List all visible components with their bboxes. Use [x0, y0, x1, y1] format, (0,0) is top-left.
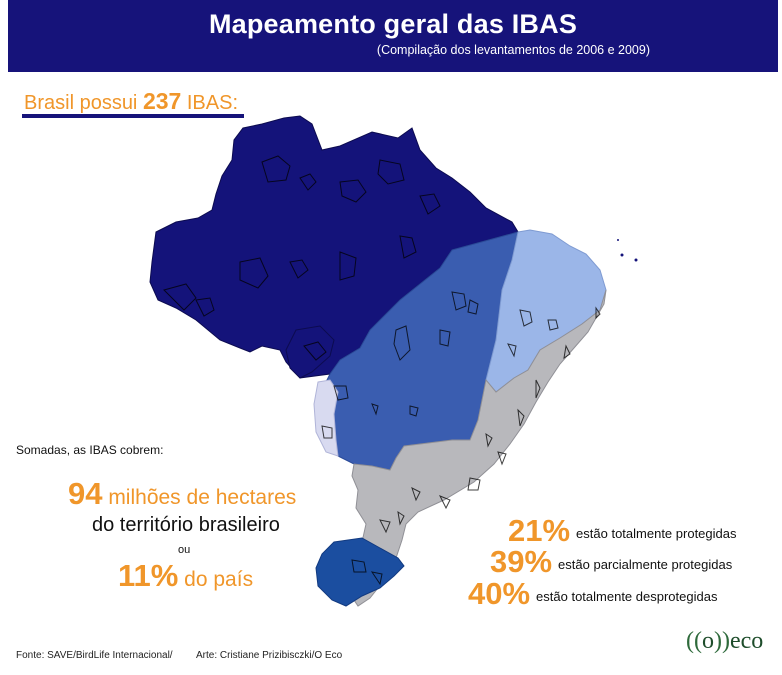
footer-source: Fonte: SAVE/BirdLife Internacional/ — [16, 650, 173, 661]
logo-close: )) — [713, 628, 730, 654]
region-amazon-pocket — [285, 325, 335, 379]
offshore-islands — [617, 239, 638, 262]
region-pantanal — [313, 379, 339, 457]
ibas-count-prefix: Brasil possui — [24, 92, 143, 114]
header-banner: Mapeamento geral das IBAS (Compilação do… — [8, 0, 778, 72]
hectares-text: milhões de hectares — [102, 486, 297, 509]
heading-underline — [22, 114, 244, 118]
stat-protected-percent: 21% — [508, 513, 571, 548]
logo-open: (( — [686, 628, 702, 654]
hectares-number: 94 — [68, 476, 103, 511]
percent-text: do país — [178, 568, 254, 591]
summary-lead: Somadas, as IBAS cobrem: — [16, 443, 164, 457]
summary-hectares: 94 milhões de hectares — [68, 476, 296, 512]
summary-territory: do território brasileiro — [92, 514, 280, 536]
stat-protected: 21% estão totalmente protegidas — [508, 513, 736, 549]
stat-unprotected: 40% estão totalmente desprotegidas — [468, 576, 717, 612]
o-eco-logo: ((o))eco — [686, 628, 763, 655]
page-title: Mapeamento geral das IBAS — [208, 9, 578, 39]
ibas-count-heading: Brasil possui 237 IBAS: — [24, 88, 238, 115]
stat-unprotected-percent: 40% — [468, 576, 531, 611]
ibas-count-suffix: IBAS: — [181, 92, 239, 114]
summary-or: ou — [178, 544, 191, 556]
percent-number: 11% — [118, 558, 179, 593]
ibas-count-number: 237 — [142, 88, 182, 114]
summary-percent: 11% do país — [118, 558, 253, 594]
stat-protected-label: estão totalmente protegidas — [576, 526, 737, 541]
stat-partial-label: estão parcialmente protegidas — [558, 557, 733, 572]
stat-partial-percent: 39% — [490, 544, 553, 579]
page-subtitle: (Compilação dos levantamentos de 2006 e … — [376, 43, 650, 57]
stat-partial: 39% estão parcialmente protegidas — [490, 544, 732, 580]
footer-art: Arte: Cristiane Prizibisczki/O Eco — [196, 650, 343, 661]
logo-mid: o — [701, 628, 714, 654]
stat-unprotected-label: estão totalmente desprotegidas — [536, 589, 718, 604]
logo-word: eco — [729, 628, 764, 654]
iba-outlines — [163, 155, 601, 586]
